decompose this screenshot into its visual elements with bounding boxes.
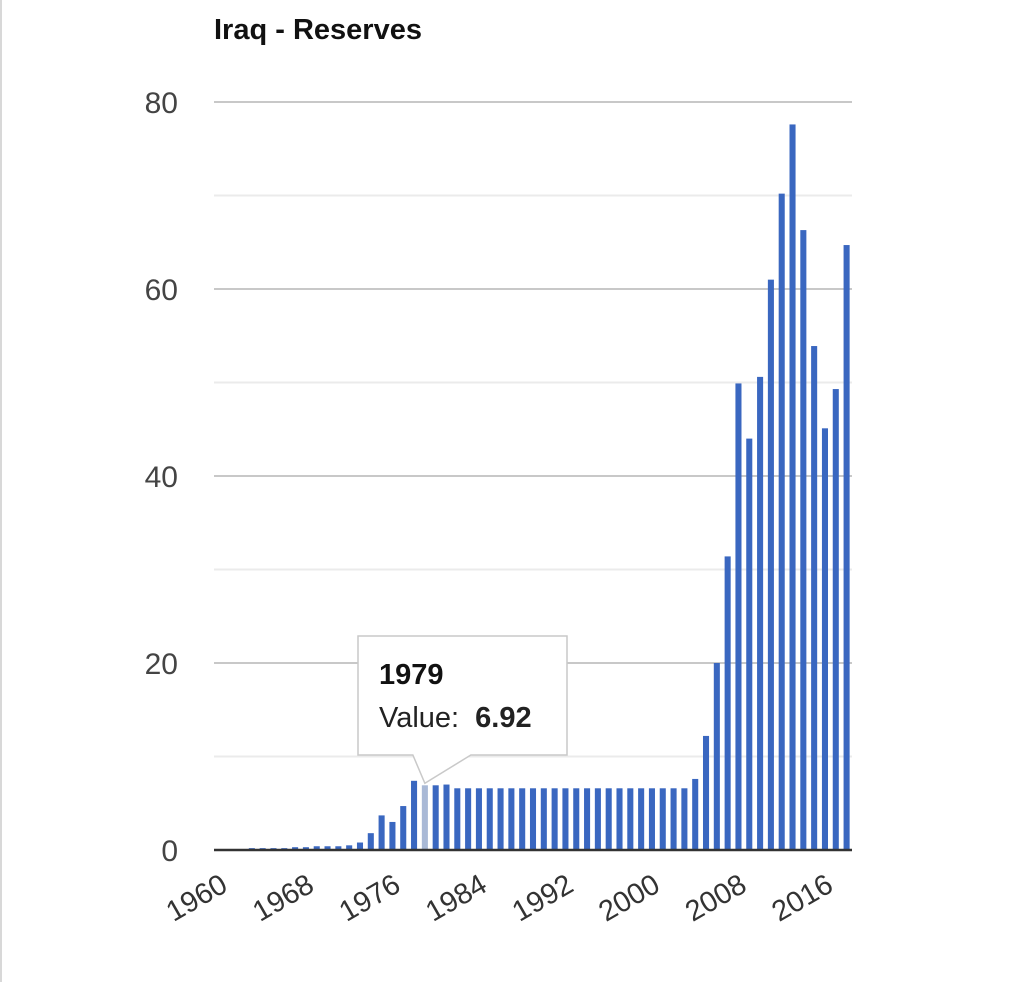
- bar: [659, 788, 666, 850]
- bar: [681, 788, 688, 850]
- bar: [594, 788, 601, 850]
- y-tick-label: 60: [145, 274, 178, 307]
- bar: [529, 788, 537, 850]
- y-tick-label: 80: [145, 87, 178, 120]
- bar: [454, 788, 461, 850]
- bar: [292, 847, 299, 850]
- bar: [789, 124, 796, 850]
- bar: [638, 788, 645, 850]
- bar: [778, 193, 785, 850]
- bar: [811, 346, 818, 850]
- x-axis-tick-labels: 1960 1968 1976 1984 1992 2000 2008 2016: [161, 868, 838, 928]
- bar: [616, 788, 623, 850]
- bar: [367, 833, 374, 850]
- tooltip-value-label: Value:: [379, 702, 459, 734]
- x-tick-label: 1960: [161, 868, 233, 928]
- bar: [821, 428, 828, 850]
- bar: [519, 788, 526, 850]
- bar: [724, 556, 731, 850]
- bar: [562, 788, 569, 850]
- bar: [400, 806, 407, 850]
- bar-highlighted: [421, 785, 428, 850]
- bar: [508, 788, 515, 850]
- bar: [465, 788, 472, 850]
- bar: [540, 788, 547, 850]
- bar: [411, 780, 418, 850]
- y-tick-label: 20: [145, 648, 178, 681]
- tooltip-year: 1979: [379, 659, 444, 691]
- bar: [551, 788, 558, 850]
- tooltip: 1979 Value: 6.92: [357, 635, 568, 785]
- bar: [670, 788, 677, 850]
- bar: [335, 846, 342, 850]
- tooltip-value-line: Value: 6.92: [379, 702, 532, 734]
- bar: [832, 389, 839, 850]
- bar: [605, 788, 612, 850]
- x-tick-label: 2000: [594, 868, 666, 928]
- x-tick-label: 2016: [767, 868, 839, 928]
- bar: [584, 788, 591, 850]
- bar: [573, 788, 580, 850]
- chart-title: Iraq - Reserves: [214, 14, 422, 46]
- bar: [432, 785, 439, 850]
- bar: [757, 376, 764, 850]
- bar: [713, 663, 720, 850]
- bar: [302, 847, 309, 850]
- bar: [627, 788, 634, 850]
- bar: [692, 778, 699, 850]
- x-tick-label: 1992: [507, 868, 579, 928]
- bar: [648, 788, 655, 850]
- y-tick-label: 0: [161, 835, 178, 868]
- bar: [443, 784, 450, 850]
- y-tick-label: 40: [145, 461, 178, 494]
- bar-series: [216, 124, 850, 851]
- bar: [746, 438, 753, 850]
- x-tick-label: 1984: [421, 868, 493, 928]
- tooltip-box: [357, 635, 568, 785]
- bar: [767, 279, 774, 850]
- bar: [800, 230, 807, 851]
- x-tick-label: 1976: [334, 868, 406, 928]
- bar: [702, 735, 710, 850]
- bar: [313, 846, 320, 850]
- bar: [324, 846, 331, 850]
- bar: [378, 815, 385, 850]
- x-tick-label: 1968: [248, 868, 320, 928]
- bar: [346, 845, 353, 850]
- bar: [389, 821, 396, 850]
- bar: [475, 788, 482, 850]
- gridlines: [214, 101, 852, 758]
- bar: [356, 842, 364, 850]
- y-axis-tick-labels: 0 20 40 60 80: [145, 87, 178, 868]
- x-tick-label: 2008: [680, 868, 752, 928]
- bar: [735, 383, 742, 850]
- bar: [486, 788, 493, 850]
- tooltip-value: 6.92: [475, 702, 531, 734]
- bar: [497, 788, 504, 850]
- left-edge-divider: [0, 0, 2, 982]
- bar: [843, 245, 850, 851]
